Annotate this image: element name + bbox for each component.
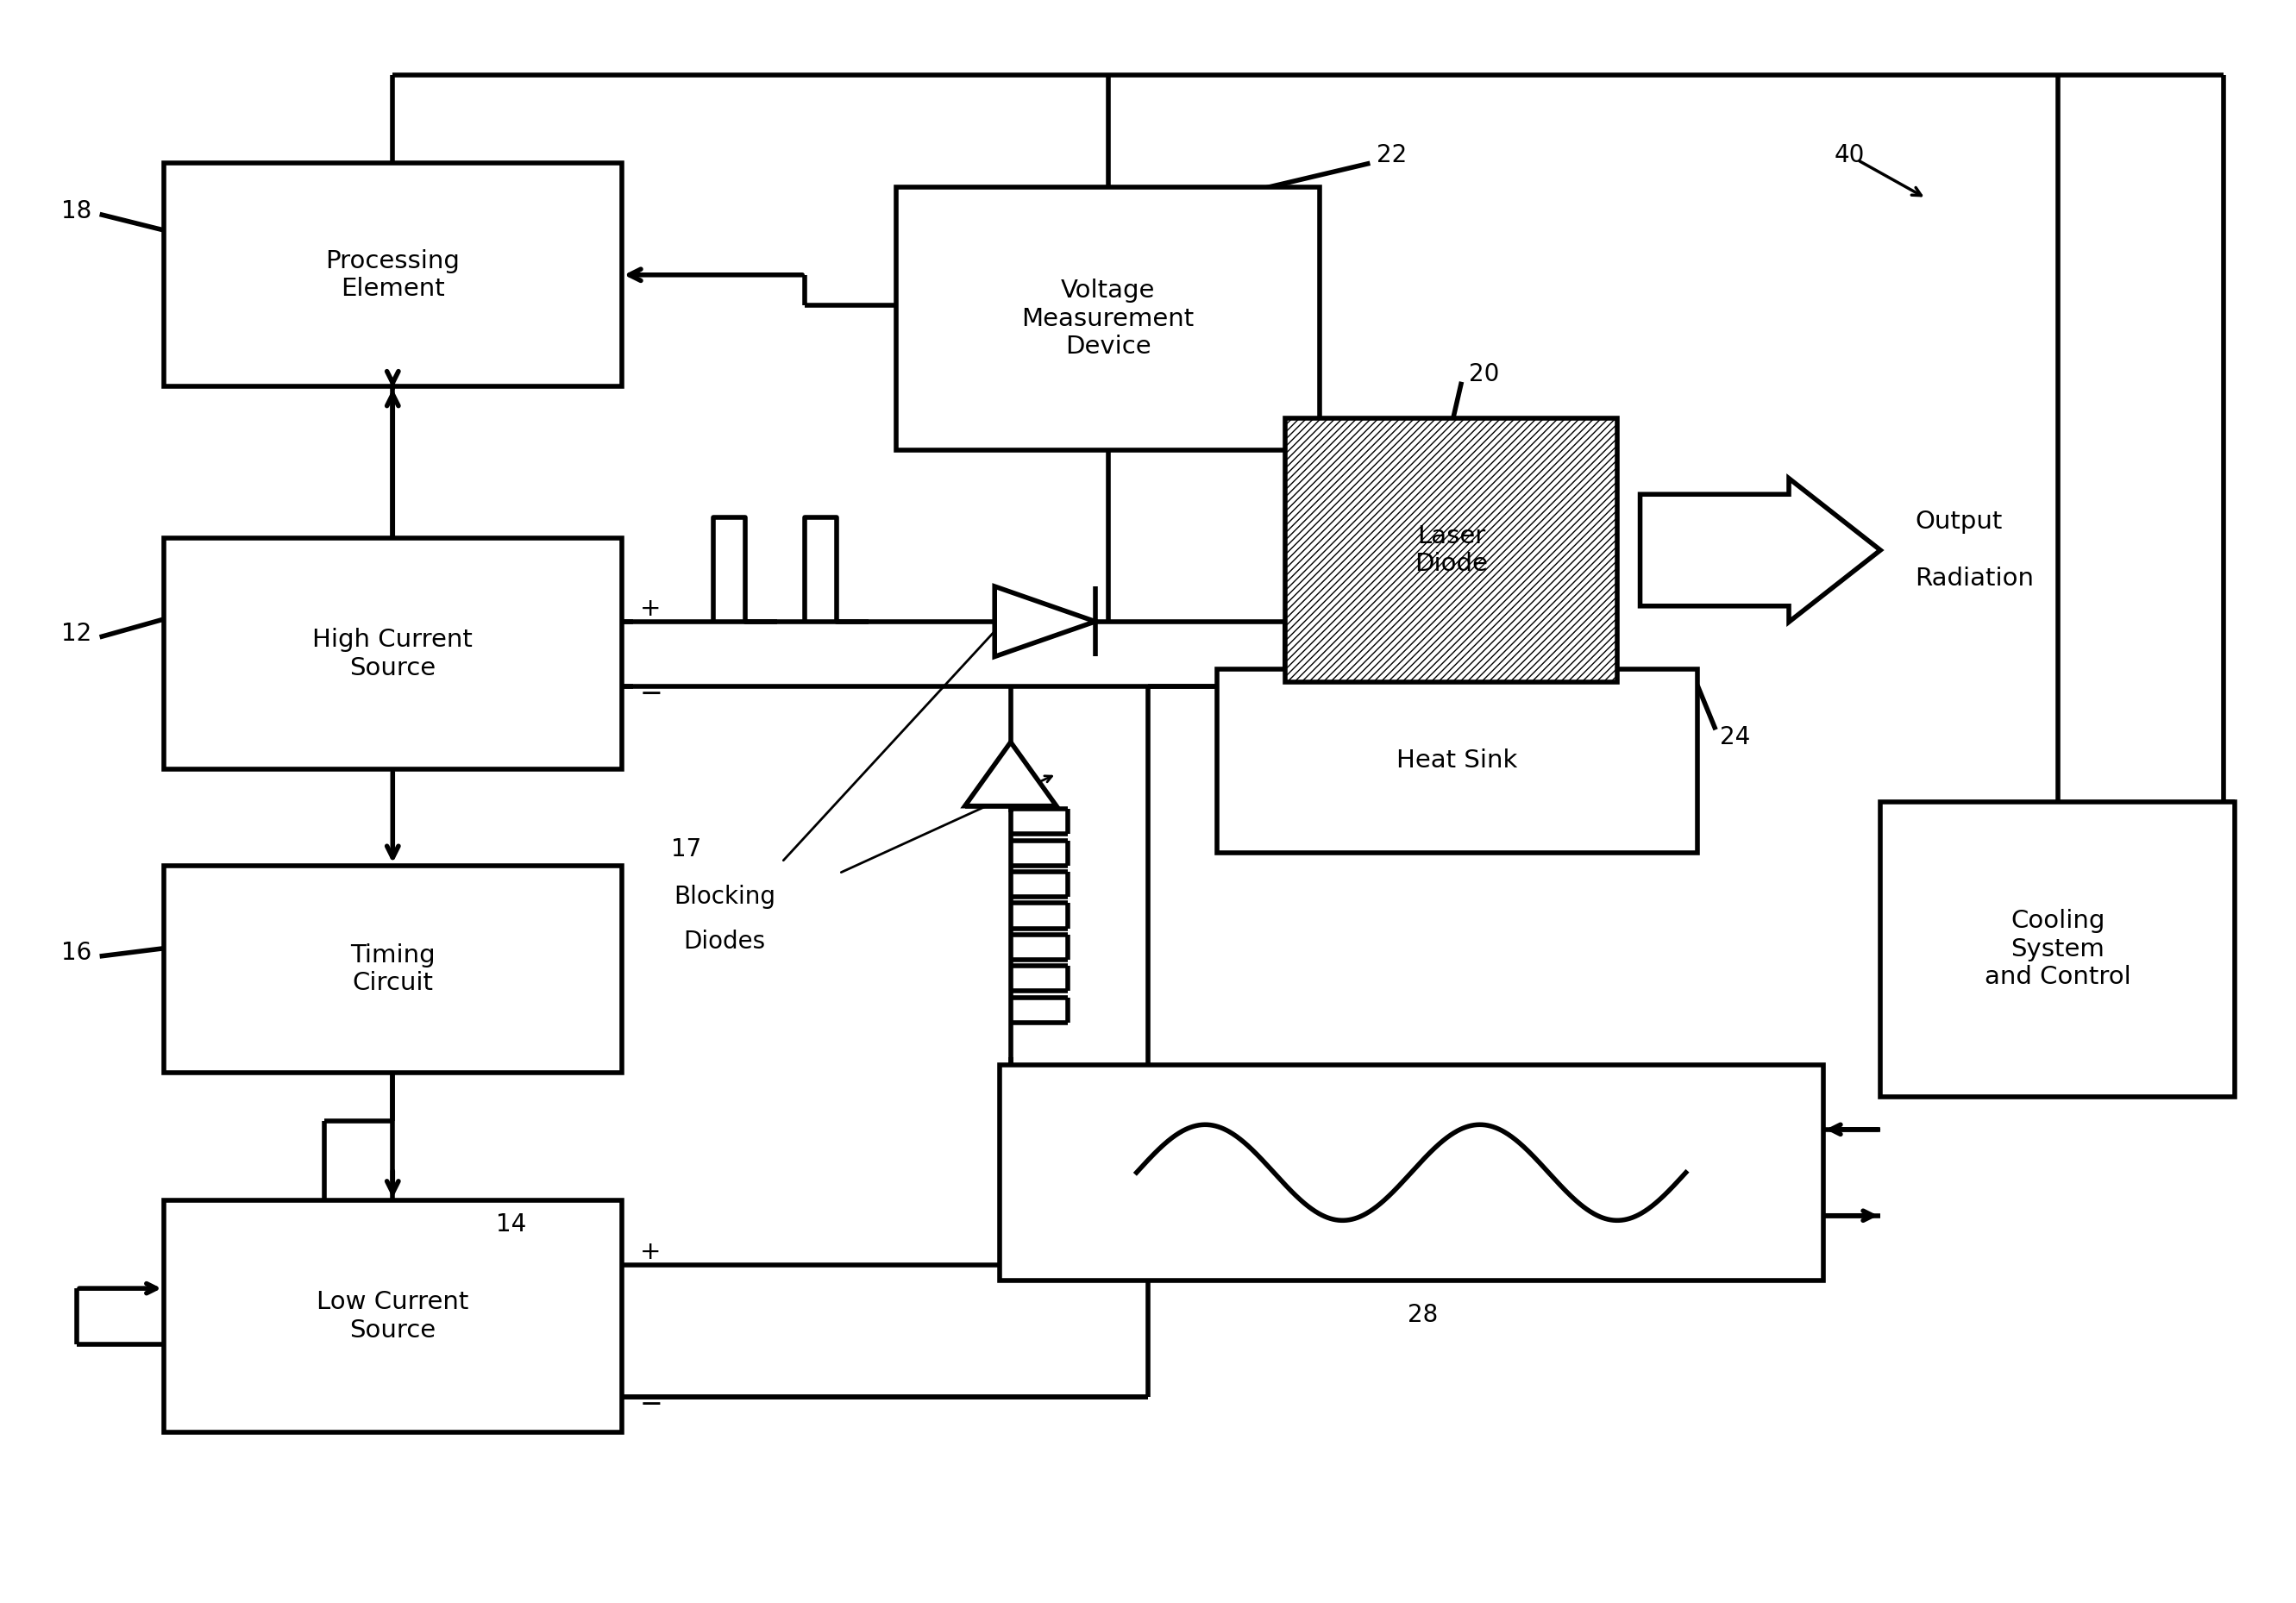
Polygon shape <box>994 587 1095 657</box>
Text: 24: 24 <box>1720 726 1750 750</box>
Text: +: + <box>641 596 661 620</box>
Text: 14: 14 <box>496 1212 526 1236</box>
FancyBboxPatch shape <box>163 539 622 769</box>
Text: Blocking: Blocking <box>673 885 776 909</box>
Text: Laser
Diode: Laser Diode <box>1414 524 1488 575</box>
Text: Output: Output <box>1915 510 2002 534</box>
FancyBboxPatch shape <box>1880 802 2236 1096</box>
Text: Voltage
Measurement
Device: Voltage Measurement Device <box>1022 279 1194 359</box>
Text: Low Current
Source: Low Current Source <box>317 1290 468 1342</box>
FancyBboxPatch shape <box>999 1064 1823 1281</box>
FancyBboxPatch shape <box>895 188 1320 450</box>
Polygon shape <box>1639 478 1880 622</box>
Text: −: − <box>641 681 664 707</box>
Text: +: + <box>641 1241 661 1265</box>
Text: High Current
Source: High Current Source <box>312 628 473 680</box>
Text: 16: 16 <box>62 941 92 965</box>
Text: Radiation: Radiation <box>1915 567 2034 592</box>
FancyBboxPatch shape <box>163 1201 622 1431</box>
FancyBboxPatch shape <box>163 866 622 1072</box>
Text: 28: 28 <box>1407 1303 1437 1327</box>
Text: 40: 40 <box>1835 143 1864 167</box>
Text: 22: 22 <box>1378 143 1407 167</box>
FancyBboxPatch shape <box>163 164 622 386</box>
Text: 20: 20 <box>1469 362 1499 386</box>
Text: Timing
Circuit: Timing Circuit <box>351 943 436 995</box>
Text: Diodes: Diodes <box>684 930 765 954</box>
Text: 18: 18 <box>62 199 92 223</box>
Text: 12: 12 <box>62 622 92 646</box>
FancyBboxPatch shape <box>1217 668 1697 853</box>
Text: Processing
Element: Processing Element <box>326 248 459 301</box>
Text: Heat Sink: Heat Sink <box>1396 749 1518 773</box>
Polygon shape <box>964 742 1056 806</box>
Text: −: − <box>641 1391 664 1419</box>
FancyBboxPatch shape <box>1286 418 1616 681</box>
Text: Cooling
System
and Control: Cooling System and Control <box>1984 909 2131 989</box>
Text: 17: 17 <box>670 837 703 861</box>
